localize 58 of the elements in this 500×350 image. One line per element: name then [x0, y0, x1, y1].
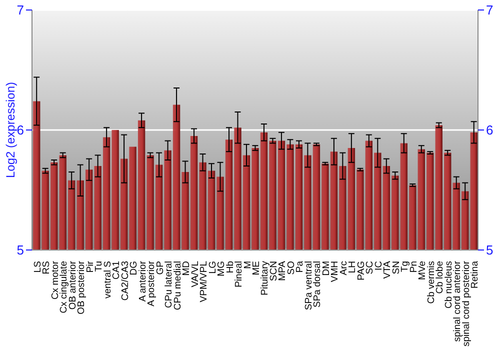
x-tick-label: Pir [84, 261, 96, 273]
x-tick-label: Cx motor [50, 261, 61, 300]
x-tick-label: DM [320, 260, 332, 276]
x-tick-label: PAG [356, 261, 367, 280]
x-tick-label: ventral S [102, 261, 114, 298]
x-tick-label: Cx cingulate [58, 261, 70, 314]
x-tick-label: Pa [294, 260, 306, 273]
x-tick-label: Tg [400, 261, 411, 272]
x-tick-label: MPA [277, 260, 288, 281]
x-tick-label: CA2/CA3 [120, 261, 131, 301]
y-tick-label: 7 [16, 2, 24, 18]
x-tick-label: SN [390, 260, 402, 274]
x-tick-label: Arc [338, 260, 350, 276]
x-tick-label: VTA [382, 260, 394, 279]
y-tick-label: 6 [16, 122, 24, 138]
x-tick-label: Retina [470, 260, 481, 288]
x-tick-label: IC [373, 260, 384, 270]
x-tick-label: SC [364, 260, 376, 274]
y2-tick-label: 5 [486, 242, 494, 258]
y-axis-title: Log2 (expression) [3, 82, 18, 178]
y2-tick-label: 6 [486, 122, 494, 138]
x-tick-label: CPu medial [172, 261, 184, 310]
x-tick-label: SPa ventral [303, 261, 314, 310]
x-tick-label: Pituitary [260, 260, 271, 296]
x-tick-label: Cb nucleus [443, 260, 454, 309]
x-tick-label: CA1 [111, 261, 122, 280]
x-tick-label: Pn [408, 261, 420, 273]
x-tick-label: GP [154, 261, 166, 275]
x-tick-label: SCN [268, 260, 280, 282]
x-tick-label: spinal cord posterior [460, 261, 472, 347]
x-tick-label: Hb [224, 261, 236, 274]
x-tick-label: Cb vermis [426, 260, 437, 304]
y-tick-label: 5 [16, 242, 24, 258]
x-tick-label: MG [216, 261, 228, 276]
x-tick-label: Cb lobe [434, 261, 446, 294]
x-tick-label: DG [128, 261, 140, 276]
x-tick-label: A anterior [137, 261, 148, 302]
x-tick-label: Pineal [234, 261, 245, 288]
x-tick-label: RS [41, 261, 52, 274]
x-tick-label: Tu [94, 261, 105, 272]
x-tick-label: LS [32, 261, 44, 273]
x-tick-label: MD [181, 260, 192, 276]
x-tick-label: LG [207, 261, 218, 274]
x-tick-label: VA/VL [190, 261, 201, 288]
x-tick-label: OB anterior [67, 261, 78, 310]
x-tick-label: ME [251, 261, 262, 276]
x-tick-label: OB posterior [76, 261, 88, 314]
x-tick-label: A posterior [146, 261, 158, 306]
x-tick-label: SO [286, 261, 297, 275]
x-tick-label: LH [347, 260, 358, 274]
x-tick-label: CPu lateral [164, 261, 175, 308]
x-tick-label: VMH [330, 260, 341, 282]
x-tick-label: MVe [417, 261, 428, 280]
x-tick-label: VPM/VPL [198, 261, 210, 302]
x-tick-label: spinal cord anterior [452, 261, 464, 342]
y2-tick-label: 7 [486, 2, 494, 18]
x-tick-label: M [242, 260, 254, 269]
x-tick-label: SPa dorsal [312, 261, 324, 308]
